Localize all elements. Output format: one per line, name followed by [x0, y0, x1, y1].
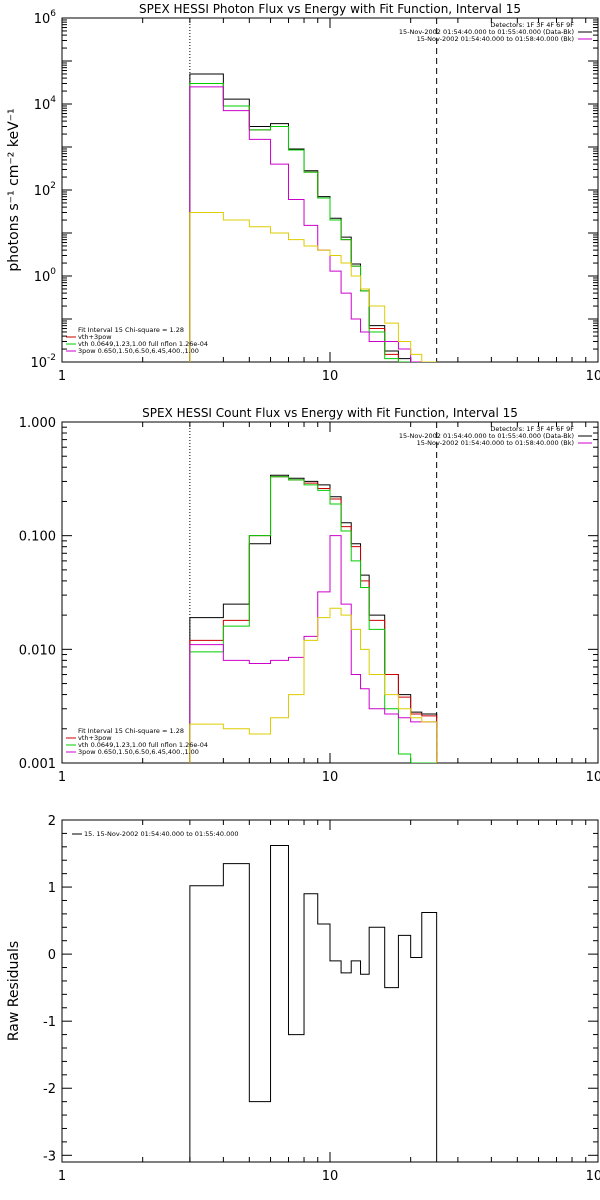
y-tick-exponent: 6 — [50, 9, 56, 19]
series-line-1 — [189, 476, 438, 763]
y-tick-label: -3 — [43, 1149, 56, 1164]
legend-text: vth+3pow — [78, 734, 112, 742]
photon-flux-panel: SPEX HESSI Photon Flux vs Energy with Fi… — [6, 2, 600, 384]
x-tick-label: 100 — [586, 1169, 600, 1184]
y-tick-base: 10 — [34, 270, 51, 285]
y-tick-label: 100 — [34, 267, 57, 285]
x-tick-label: 1 — [58, 369, 66, 384]
y-tick-label: 2 — [48, 814, 56, 829]
legend-text: vth 0.0649,1.23,1.00 full nflon 1.26e-04 — [78, 340, 208, 348]
series-line-1 — [189, 82, 437, 362]
y-tick-exponent: -2 — [47, 353, 56, 363]
y-tick-label: -1 — [43, 1015, 56, 1030]
series-line-4 — [189, 607, 438, 763]
series-line-2 — [189, 82, 437, 362]
series-line-2 — [189, 476, 437, 763]
legend-text: vth 0.0649,1.23,1.00 full nflon 1.26e-04 — [78, 741, 208, 749]
header-text: Detectors: 1F 3F 4F 6F 9F — [490, 425, 574, 433]
x-tick-label: 1 — [58, 770, 66, 785]
y-tick-base: 10 — [34, 98, 51, 113]
y-tick-label: 0.010 — [19, 643, 56, 658]
x-tick-label: 100 — [586, 770, 600, 785]
y-tick-label: -2 — [43, 1082, 56, 1097]
y-tick-label: 0 — [48, 948, 56, 963]
header-text: 15-Nov-2002 01:54:40.000 to 01:58:40.000… — [417, 35, 574, 43]
legend-text: Fit Interval 15 Chi-square = 1.28 — [78, 727, 184, 735]
y-tick-label: 106 — [34, 9, 57, 27]
chart-title: SPEX HESSI Count Flux vs Energy with Fit… — [142, 406, 518, 420]
y-tick-exponent: 4 — [50, 95, 56, 105]
series-line-3 — [189, 86, 437, 362]
series-line-0 — [189, 73, 437, 362]
y-tick-label: 10-2 — [30, 353, 56, 371]
y-tick-exponent: 0 — [50, 267, 56, 277]
series-line-3 — [189, 535, 438, 763]
series-group — [189, 844, 438, 1162]
y-tick-base: 10 — [34, 184, 51, 199]
y-tick-label: 102 — [34, 181, 56, 199]
header-text: 15-Nov-2002 01:54:40.000 to 01:58:40.000… — [417, 439, 574, 447]
x-tick-label: 100 — [586, 369, 600, 384]
legend-text: 15. 15-Nov-2002 01:54:40.000 to 01:55:40… — [84, 830, 238, 838]
x-tick-label: 10 — [322, 369, 339, 384]
y-axis-label: photons s⁻¹ cm⁻² keV⁻¹ — [6, 108, 22, 271]
x-tick-label: 10 — [322, 1169, 339, 1184]
header-text: 15-Nov-2002 01:54:40.000 to 01:55:40.000… — [399, 432, 574, 440]
header-text: 15-Nov-2002 01:54:40.000 to 01:55:40.000… — [399, 28, 574, 36]
series-line-4 — [189, 211, 437, 362]
residuals-panel: 1 10 100 -3 -2 -1 0 1 2 Raw Residuals 15. 15-Nov-2… — [6, 814, 600, 1184]
chart-title: SPEX HESSI Photon Flux vs Energy with Fi… — [139, 2, 521, 16]
y-tick-label: 1.000 — [19, 416, 56, 431]
x-tick-label: 10 — [322, 770, 339, 785]
series-group — [189, 474, 438, 763]
y-tick-base: 10 — [34, 12, 51, 27]
x-tick-label: 1 — [58, 1169, 66, 1184]
y-tick-exponent: 2 — [50, 181, 56, 191]
legend-text: 3pow 0.650,1.50,6.50,6.45,400.,1.00 — [78, 347, 199, 355]
header-text: Detectors: 1F 3F 4F 6F 9F — [490, 21, 574, 29]
legend-text: 3pow 0.650,1.50,6.50,6.45,400.,1.00 — [78, 748, 199, 756]
y-tick-label: 104 — [34, 95, 57, 113]
plot-frame — [61, 819, 599, 1163]
y-tick-label: 0.001 — [19, 757, 56, 772]
legend-text: Fit Interval 15 Chi-square = 1.28 — [78, 326, 184, 334]
series-line-0 — [189, 474, 438, 763]
count-flux-panel: SPEX HESSI Count Flux vs Energy with Fit… — [19, 406, 600, 785]
y-axis-label: Raw Residuals — [6, 941, 22, 1041]
legend-text: vth+3pow — [78, 333, 112, 341]
series-line-0 — [189, 844, 438, 1162]
y-tick-label: 1 — [48, 881, 56, 896]
y-tick-label: 0.100 — [19, 530, 56, 545]
y-tick-base: 10 — [30, 356, 47, 371]
series-group — [189, 73, 437, 362]
plot-frame — [61, 421, 599, 764]
plot-frame — [61, 17, 599, 363]
